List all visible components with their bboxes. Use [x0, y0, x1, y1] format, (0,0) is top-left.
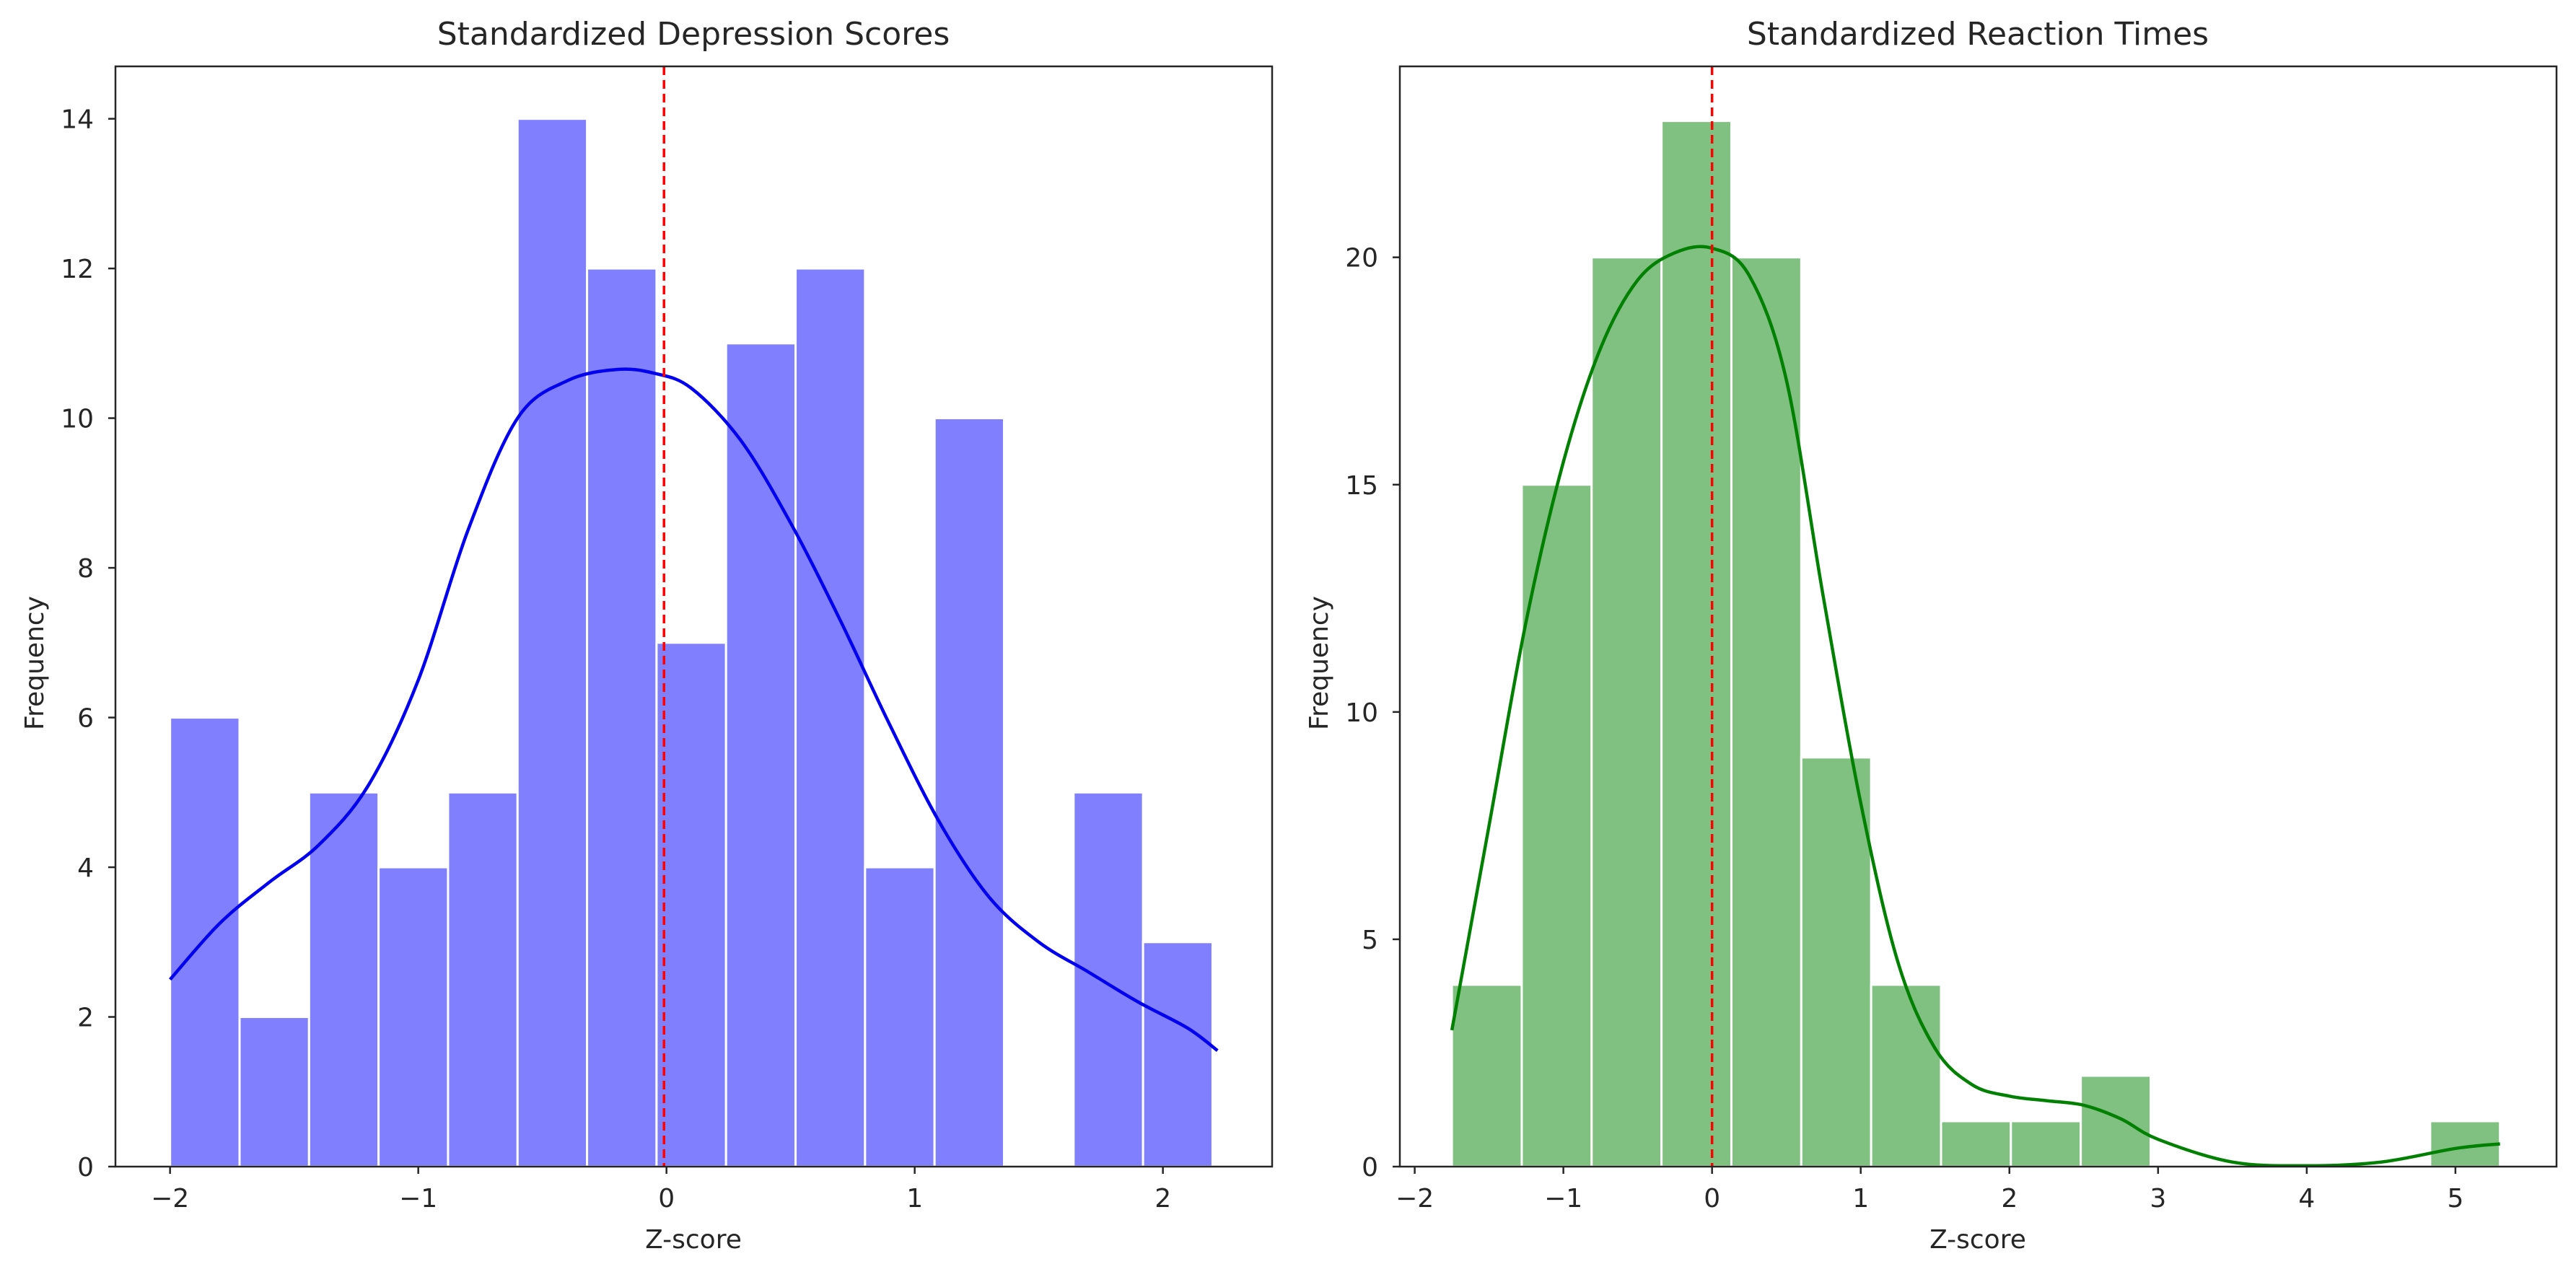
histogram-bar — [516, 118, 589, 1168]
y-tick-label: 20 — [1345, 244, 1378, 273]
kde-curve — [168, 367, 1219, 1052]
y-tick-label: 8 — [77, 554, 94, 584]
x-axis-label: Z-score — [645, 1225, 742, 1255]
x-tick-label: 1 — [906, 1184, 923, 1214]
histogram-bar — [1660, 120, 1732, 1168]
histogram-bar — [794, 267, 867, 1168]
x-tick-label: −1 — [399, 1184, 437, 1214]
histogram-bar — [586, 267, 658, 1168]
x-tick-label: −2 — [151, 1184, 189, 1214]
x-tick-label: 0 — [658, 1184, 675, 1214]
y-tick-label: 14 — [61, 105, 94, 135]
x-tick-label: −1 — [1544, 1184, 1582, 1214]
plot-frame — [1398, 65, 2558, 1168]
histogram-bar — [864, 866, 936, 1168]
histogram-bar — [2080, 1074, 2152, 1168]
x-tick-label: 3 — [2150, 1184, 2166, 1214]
x-tick-label: 2 — [1155, 1184, 1171, 1214]
x-tick-label: 1 — [1852, 1184, 1869, 1214]
histogram-bar — [1940, 1120, 2012, 1168]
y-tick-label: 10 — [1345, 698, 1378, 728]
histogram-bar — [1870, 983, 1942, 1168]
histogram-bar — [1590, 256, 1663, 1168]
y-tick-label: 0 — [1362, 1153, 1378, 1182]
x-axis-label: Z-score — [1929, 1225, 2026, 1255]
histogram-bar — [1800, 756, 1872, 1168]
histogram-bar — [169, 716, 241, 1168]
x-tick-label: 0 — [1704, 1184, 1720, 1214]
x-tick-label: 4 — [2298, 1184, 2315, 1214]
histogram-bar — [238, 1016, 310, 1168]
x-tick-label: −2 — [1396, 1184, 1434, 1214]
histogram-bar — [724, 342, 797, 1168]
kde-curve — [1450, 245, 2500, 1168]
y-tick-label: 2 — [77, 1004, 94, 1033]
chart-title: Standardized Reaction Times — [1747, 16, 2209, 53]
histogram-bar — [447, 791, 519, 1168]
y-axis-label: Frequency — [20, 596, 50, 730]
y-tick-label: 6 — [77, 704, 94, 734]
depression-histogram-panel: Standardized Depression Scores Z-score F… — [20, 16, 1274, 1255]
histogram-bar — [655, 641, 727, 1168]
histogram-bar — [307, 791, 380, 1168]
y-tick-label: 15 — [1345, 471, 1378, 501]
y-tick-label: 12 — [61, 255, 94, 284]
histogram-bar — [377, 866, 450, 1168]
y-tick-label: 4 — [77, 853, 94, 883]
reaction-time-histogram-panel: Standardized Reaction Times Z-score Freq… — [1305, 16, 2558, 1255]
y-axis-label: Frequency — [1305, 596, 1334, 730]
histogram-bar — [1142, 941, 1214, 1168]
histogram-bar — [933, 417, 1005, 1168]
histogram-bar — [1072, 791, 1144, 1168]
histogram-bar — [2010, 1120, 2082, 1168]
chart-title: Standardized Depression Scores — [437, 16, 950, 53]
y-tick-label: 5 — [1362, 926, 1378, 955]
histogram-bar — [1450, 983, 1523, 1168]
y-tick-label: 0 — [77, 1153, 94, 1182]
y-tick-label: 10 — [61, 405, 94, 434]
x-tick-label: 2 — [2001, 1184, 2018, 1214]
plot-frame — [114, 65, 1274, 1168]
x-tick-label: 5 — [2447, 1184, 2463, 1214]
